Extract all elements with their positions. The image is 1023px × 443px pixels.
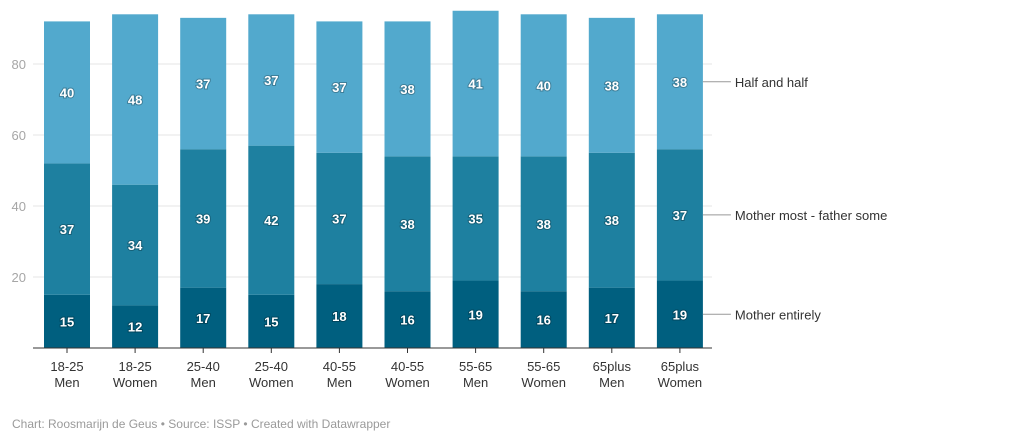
legend-label: Mother entirely: [735, 307, 821, 322]
x-tick-label: 65plus: [593, 359, 632, 374]
value-label: 38: [536, 217, 550, 232]
x-tick-label: Women: [385, 375, 430, 390]
bar-segment-half-and-half: [452, 10, 499, 157]
value-label: 40: [60, 85, 74, 100]
value-label: 16: [400, 313, 414, 328]
value-label: 17: [605, 311, 619, 326]
x-axis: 18-25Men18-25Women25-40Men25-40Women40-5…: [33, 347, 712, 390]
bar-segment-mother-most-father-some: [384, 156, 431, 292]
bar-segment-mother-entirely: [44, 294, 90, 348]
bar-segment-half-and-half: [588, 17, 635, 153]
bar-segment-mother-most-father-some: [248, 145, 295, 295]
bar-segment-mother-entirely: [316, 284, 363, 348]
bar-segment-mother-most-father-some: [180, 149, 227, 288]
x-tick-label: Men: [599, 375, 624, 390]
value-label: 38: [400, 217, 414, 232]
bar-segment-mother-entirely: [520, 291, 567, 348]
x-tick-label: Men: [191, 375, 216, 390]
bar-segment-mother-most-father-some: [112, 184, 159, 306]
bar-segment-mother-most-father-some: [656, 149, 703, 281]
bar-segment-mother-most-father-some: [452, 156, 499, 281]
x-tick-label: Men: [54, 375, 79, 390]
x-tick-label: 18-25: [118, 359, 151, 374]
value-label: 18: [332, 309, 346, 324]
x-tick-label: Women: [521, 375, 566, 390]
bar-segment-half-and-half: [656, 14, 703, 150]
x-tick-label: 40-55: [323, 359, 356, 374]
bar-segment-half-and-half: [112, 14, 159, 185]
bar-segment-mother-entirely: [180, 287, 227, 348]
value-label: 19: [673, 307, 687, 322]
x-tick-label: 55-65: [459, 359, 492, 374]
bar-segment-half-and-half: [44, 21, 90, 164]
bar-segment-half-and-half: [180, 17, 227, 150]
value-label: 37: [264, 73, 278, 88]
x-tick-label: Men: [463, 375, 488, 390]
value-label: 41: [468, 77, 482, 92]
x-tick-label: Women: [249, 375, 294, 390]
value-label: 15: [264, 314, 278, 329]
bar-segment-mother-most-father-some: [588, 152, 635, 288]
x-tick-label: 18-25: [50, 359, 83, 374]
x-tick-label: 40-55: [391, 359, 424, 374]
value-label: 16: [536, 313, 550, 328]
y-axis-ticks: 20 40 60 80: [12, 57, 26, 285]
y-tick-label: 80: [12, 57, 26, 72]
x-tick-label: 25-40: [187, 359, 220, 374]
legend-label: Mother most - father some: [735, 208, 887, 223]
bar-segment-mother-most-father-some: [44, 163, 90, 295]
bar-segment-mother-most-father-some: [520, 156, 567, 292]
bar-segment-mother-most-father-some: [316, 152, 363, 285]
legend: Mother entirely Mother most - father some…: [702, 75, 887, 322]
bar-segment-half-and-half: [520, 14, 567, 157]
value-label: 34: [128, 238, 143, 253]
value-label: 19: [468, 307, 482, 322]
bar-segment-mother-entirely: [112, 305, 159, 348]
bar-segment-mother-entirely: [452, 280, 499, 348]
y-tick-label: 20: [12, 270, 26, 285]
value-label: 38: [400, 82, 414, 97]
value-label: 37: [673, 208, 687, 223]
value-label: 37: [60, 222, 74, 237]
value-label: 40: [536, 78, 550, 93]
bar-segment-mother-entirely: [656, 280, 703, 348]
value-label: 35: [468, 211, 482, 226]
bar-segment-mother-entirely: [248, 294, 295, 348]
y-tick-label: 40: [12, 199, 26, 214]
value-label: 38: [605, 213, 619, 228]
legend-label: Half and half: [735, 75, 808, 90]
value-label: 42: [264, 213, 278, 228]
x-tick-label: 55-65: [527, 359, 560, 374]
bar-segment-half-and-half: [384, 21, 431, 157]
bar-segment-mother-entirely: [588, 287, 635, 348]
y-tick-label: 60: [12, 128, 26, 143]
value-label: 17: [196, 311, 210, 326]
value-label: 38: [605, 78, 619, 93]
value-label: 37: [196, 77, 210, 92]
bars: [44, 10, 703, 348]
x-tick-label: 65plus: [661, 359, 700, 374]
x-tick-label: Men: [327, 375, 352, 390]
value-label: 37: [332, 80, 346, 95]
value-label: 15: [60, 314, 74, 329]
bar-segment-mother-entirely: [384, 291, 431, 348]
x-tick-label: Women: [113, 375, 158, 390]
value-label: 12: [128, 320, 142, 335]
chart-footer: Chart: Roosmarijn de Geus • Source: ISSP…: [12, 417, 391, 431]
bar-segment-half-and-half: [316, 21, 363, 153]
value-label: 39: [196, 211, 210, 226]
value-labels: 15 37 40 12 34 48 17 39 37 15 42 37 18 37 37 16 38 38 19 35…: [59, 72, 688, 336]
value-label: 38: [673, 75, 687, 90]
value-label: 48: [128, 93, 142, 108]
x-tick-label: 25-40: [255, 359, 288, 374]
value-label: 37: [332, 211, 346, 226]
bar-segment-half-and-half: [248, 14, 295, 146]
x-tick-label: Women: [658, 375, 703, 390]
